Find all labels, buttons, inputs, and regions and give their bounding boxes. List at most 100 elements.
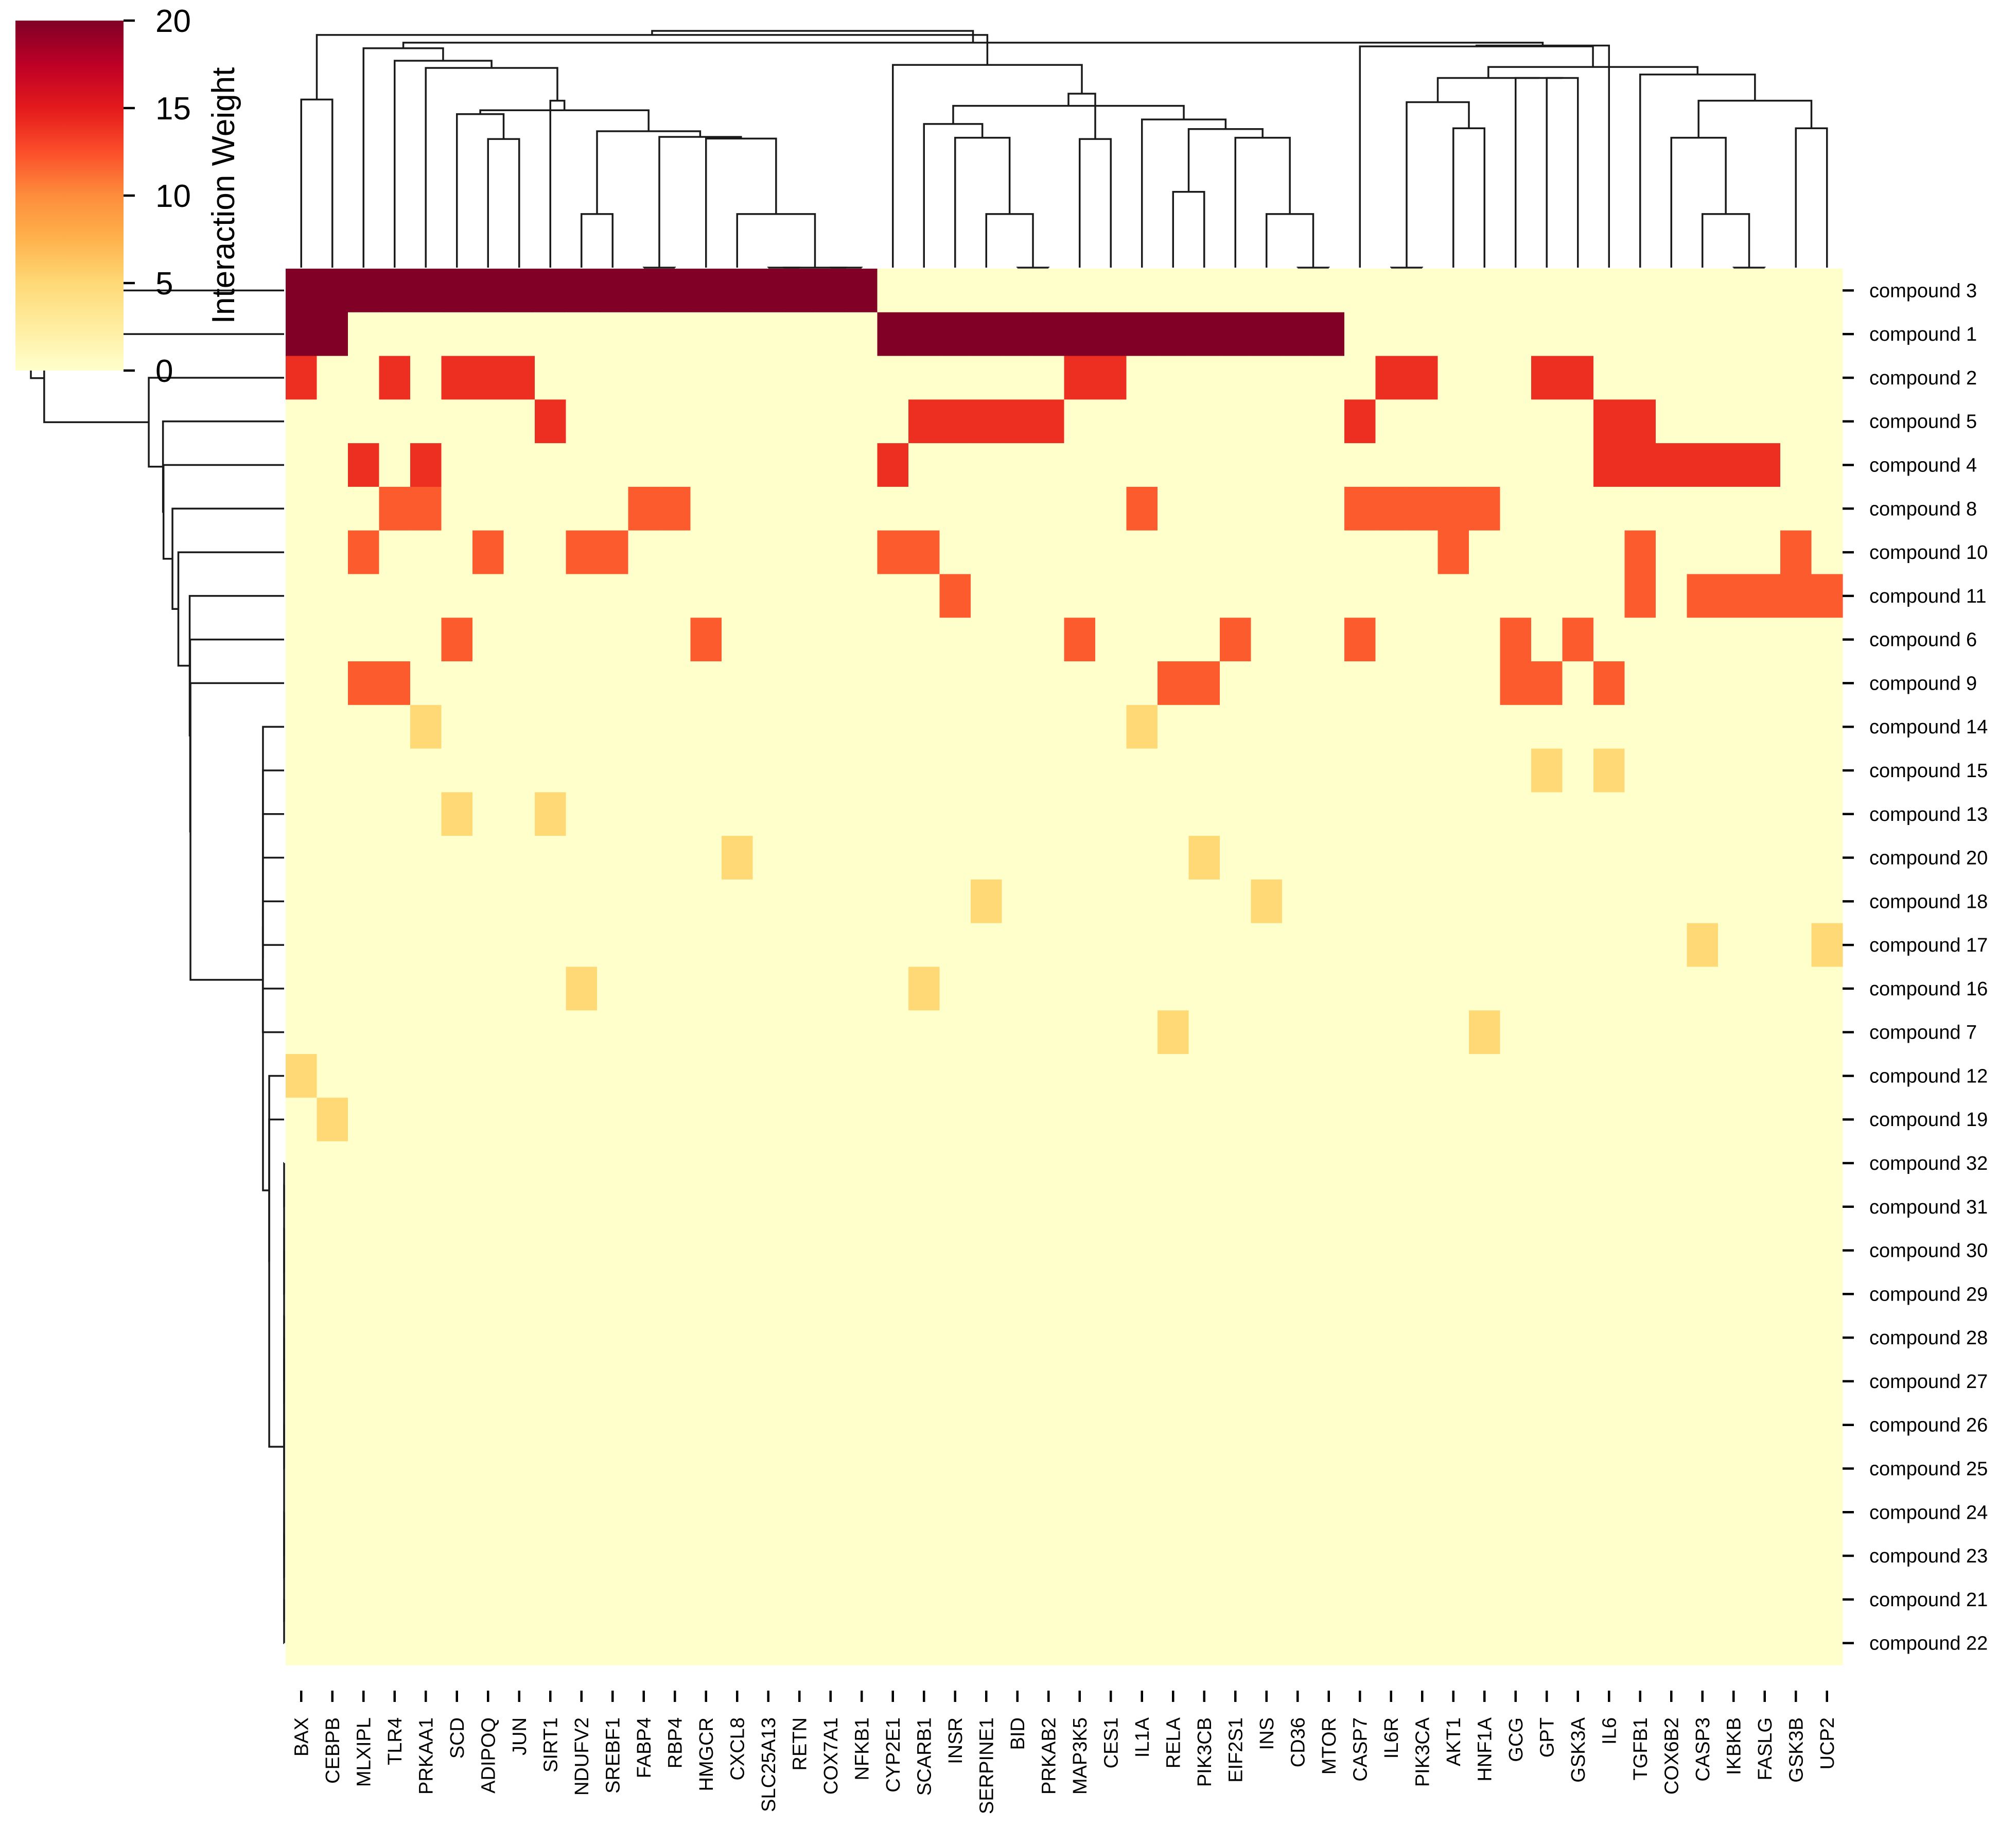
heatmap-cell: compound 16 / FASLG: 0 (1749, 967, 1781, 1011)
column-label: NFKB1 (851, 1717, 873, 1780)
heatmap-cell: compound 30 / CYP2E1: 0 (877, 1228, 909, 1273)
heatmap-cell: compound 19 / COX6B2: 0 (1656, 1097, 1688, 1142)
heatmap-cell: compound 8 / MTOR: 0 (1313, 486, 1345, 531)
column-label: IL1A (1132, 1717, 1153, 1758)
heatmap-cell: compound 9 / CASP7: 0 (1344, 661, 1376, 706)
row-dendrogram-link (162, 420, 284, 513)
heatmap-cell: compound 13 / MTOR: 0 (1313, 792, 1345, 836)
heatmap-cell: compound 10 / SERPINE1: 0 (971, 530, 1003, 575)
heatmap-cell: compound 10 / SREBF1: 12 (597, 530, 629, 575)
row-label: compound 4 (1869, 455, 1977, 477)
heatmap-cell: compound 2 / IL6: 0 (1593, 356, 1625, 400)
heatmap-cell: compound 13 / CASP3: 0 (1687, 792, 1719, 836)
row-dendrogram-link (261, 926, 284, 1033)
column-label: AKT1 (1443, 1717, 1465, 1766)
heatmap-cell: compound 30 / HMGCR: 0 (690, 1228, 722, 1273)
heatmap-cell: compound 3 / NFKB1: 20 (846, 269, 878, 313)
row-label: compound 32 (1869, 1153, 1988, 1174)
heatmap-cell: compound 17 / CEBPB: 0 (317, 923, 348, 968)
heatmap-cell: compound 9 / IL6R: 0 (1375, 661, 1407, 706)
heatmap-cell: compound 2 / FASLG: 0 (1749, 356, 1781, 400)
heatmap-cell: compound 12 / RELA: 0 (1158, 1054, 1189, 1098)
heatmap-cell: compound 31 / UCP2: 0 (1811, 1185, 1843, 1229)
heatmap-cell: compound 31 / NFKB1: 0 (846, 1185, 878, 1229)
heatmap-cell: compound 1 / TLR4: 0 (379, 312, 411, 357)
column-dendrogram-link (1172, 190, 1205, 268)
heatmap-cell: compound 1 / CXCL8: 0 (722, 312, 753, 357)
column-dendrogram-link (581, 213, 613, 268)
heatmap-cell: compound 13 / IL6: 0 (1593, 792, 1625, 836)
heatmap-cell: compound 12 / MAP3K5: 0 (1064, 1054, 1096, 1098)
heatmap-cell: compound 26 / CEBPB: 0 (317, 1403, 348, 1447)
heatmap-cell: compound 9 / IKBKB: 0 (1718, 661, 1750, 706)
heatmap-cell: compound 10 / CD36: 0 (1282, 530, 1314, 575)
heatmap-cell: compound 15 / INSR: 0 (939, 748, 971, 793)
heatmap-cell: compound 14 / IKBKB: 0 (1718, 705, 1750, 749)
heatmap-cell: compound 20 / GPT: 0 (1531, 836, 1563, 880)
heatmap-cell: compound 32 / BID: 0 (1002, 1141, 1033, 1186)
heatmap-cell: compound 10 / ADIPOQ: 12 (472, 530, 504, 575)
heatmap-cell: compound 18 / IL6: 0 (1593, 879, 1625, 924)
heatmap-cell: compound 8 / IL6: 0 (1593, 486, 1625, 531)
heatmap-cell: compound 17 / SREBF1: 0 (597, 923, 629, 968)
heatmap-cell: compound 7 / COX7A1: 0 (815, 1010, 847, 1055)
heatmap-cell: compound 12 / SERPINE1: 0 (971, 1054, 1003, 1098)
heatmap-cell: compound 22 / RETN: 0 (784, 1621, 816, 1665)
heatmap-cell: compound 27 / CASP3: 0 (1687, 1359, 1719, 1403)
heatmap-cell: compound 16 / BAX: 0 (286, 967, 318, 1011)
heatmap-cell: compound 27 / INSR: 0 (939, 1359, 971, 1403)
heatmap-cell: compound 10 / IL6: 0 (1593, 530, 1625, 575)
heatmap-cell: compound 2 / PIK3CB: 0 (1188, 356, 1220, 400)
heatmap-cell: compound 13 / TLR4: 0 (379, 792, 411, 836)
heatmap-cell: compound 3 / UCP2: 0 (1811, 269, 1843, 313)
heatmap-cell: compound 7 / SERPINE1: 0 (971, 1010, 1003, 1055)
heatmap-cell: compound 22 / HMGCR: 0 (690, 1621, 722, 1665)
heatmap-cell: compound 10 / NFKB1: 0 (846, 530, 878, 575)
heatmap-cell: compound 10 / SCD: 0 (441, 530, 473, 575)
column-label: SLC25A13 (758, 1717, 780, 1812)
heatmap-cell: compound 16 / CD36: 0 (1282, 967, 1314, 1011)
heatmap-cell: compound 16 / RELA: 0 (1158, 967, 1189, 1011)
heatmap-cell: compound 14 / PRKAB2: 0 (1033, 705, 1065, 749)
heatmap-cell: compound 15 / GPT: 5 (1531, 748, 1563, 793)
heatmap-cell: compound 7 / SREBF1: 0 (597, 1010, 629, 1055)
heatmap-cell: compound 18 / SCD: 0 (441, 879, 473, 924)
heatmap-cell: compound 11 / ADIPOQ: 0 (472, 574, 504, 618)
heatmap-cell: compound 7 / PIK3CA: 0 (1407, 1010, 1439, 1055)
heatmap-cell: compound 16 / GSK3B: 0 (1780, 967, 1812, 1011)
heatmap-cell: compound 8 / RBP4: 12 (659, 486, 691, 531)
heatmap-cell: compound 26 / IL6: 0 (1593, 1403, 1625, 1447)
heatmap-cell: compound 6 / NFKB1: 0 (846, 618, 878, 662)
heatmap-cell: compound 7 / CYP2E1: 0 (877, 1010, 909, 1055)
heatmap-cell: compound 31 / SLC25A13: 0 (752, 1185, 784, 1229)
heatmap-cell: compound 17 / GPT: 0 (1531, 923, 1563, 968)
heatmap-cell: compound 4 / RBP4: 0 (659, 443, 691, 487)
heatmap-cell: compound 3 / CXCL8: 20 (722, 269, 753, 313)
heatmap-cell: compound 15 / EIF2S1: 0 (1220, 748, 1252, 793)
heatmap-cell: compound 23 / MAP3K5: 0 (1064, 1534, 1096, 1578)
heatmap-cell: compound 15 / CD36: 0 (1282, 748, 1314, 793)
heatmap-cell: compound 32 / NFKB1: 0 (846, 1141, 878, 1186)
heatmap-cell: compound 16 / GPT: 0 (1531, 967, 1563, 1011)
heatmap-cell: compound 15 / SCARB1: 0 (908, 748, 940, 793)
heatmap-cell: compound 32 / HMGCR: 0 (690, 1141, 722, 1186)
heatmap-cell: compound 28 / CXCL8: 0 (722, 1315, 753, 1360)
heatmap-cell: compound 16 / CEBPB: 0 (317, 967, 348, 1011)
heatmap-cell: compound 16 / SLC25A13: 0 (752, 967, 784, 1011)
heatmap-cell: compound 14 / PIK3CB: 0 (1188, 705, 1220, 749)
heatmap-cell: compound 15 / UCP2: 0 (1811, 748, 1843, 793)
heatmap-cell: compound 19 / IL1A: 0 (1126, 1097, 1158, 1142)
heatmap-cell: compound 4 / CEBPB: 0 (317, 443, 348, 487)
heatmap-cell: compound 21 / CD36: 0 (1282, 1577, 1314, 1622)
heatmap-cell: compound 5 / COX7A1: 0 (815, 399, 847, 444)
heatmap-cell: compound 31 / GCG: 0 (1500, 1185, 1532, 1229)
heatmap-cell: compound 26 / UCP2: 0 (1811, 1403, 1843, 1447)
heatmap-cell: compound 20 / SCARB1: 0 (908, 836, 940, 880)
heatmap-cell: compound 14 / SERPINE1: 0 (971, 705, 1003, 749)
heatmap-cell: compound 28 / SERPINE1: 0 (971, 1315, 1003, 1360)
heatmap-cell: compound 18 / COX7A1: 0 (815, 879, 847, 924)
heatmap-cell: compound 18 / CD36: 0 (1282, 879, 1314, 924)
heatmap-cell: compound 8 / JUN: 0 (503, 486, 535, 531)
heatmap-cell: compound 6 / CD36: 0 (1282, 618, 1314, 662)
row-label: compound 25 (1869, 1458, 1988, 1480)
